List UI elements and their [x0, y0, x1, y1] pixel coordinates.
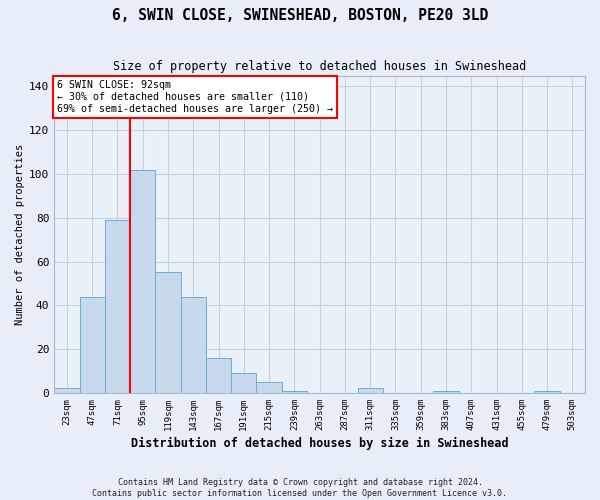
X-axis label: Distribution of detached houses by size in Swineshead: Distribution of detached houses by size …: [131, 437, 508, 450]
Text: 6 SWIN CLOSE: 92sqm
← 30% of detached houses are smaller (110)
69% of semi-detac: 6 SWIN CLOSE: 92sqm ← 30% of detached ho…: [57, 80, 333, 114]
Bar: [282, 390, 307, 393]
Title: Size of property relative to detached houses in Swineshead: Size of property relative to detached ho…: [113, 60, 526, 73]
Bar: [155, 272, 181, 393]
Bar: [80, 296, 105, 393]
Text: Contains HM Land Registry data © Crown copyright and database right 2024.
Contai: Contains HM Land Registry data © Crown c…: [92, 478, 508, 498]
Bar: [54, 388, 80, 393]
Bar: [105, 220, 130, 393]
Bar: [358, 388, 383, 393]
Bar: [256, 382, 282, 393]
Bar: [231, 373, 256, 393]
Text: 6, SWIN CLOSE, SWINESHEAD, BOSTON, PE20 3LD: 6, SWIN CLOSE, SWINESHEAD, BOSTON, PE20 …: [112, 8, 488, 22]
Y-axis label: Number of detached properties: Number of detached properties: [15, 144, 25, 325]
Bar: [535, 390, 560, 393]
Bar: [181, 296, 206, 393]
Bar: [433, 390, 458, 393]
Bar: [206, 358, 231, 393]
Bar: [130, 170, 155, 393]
